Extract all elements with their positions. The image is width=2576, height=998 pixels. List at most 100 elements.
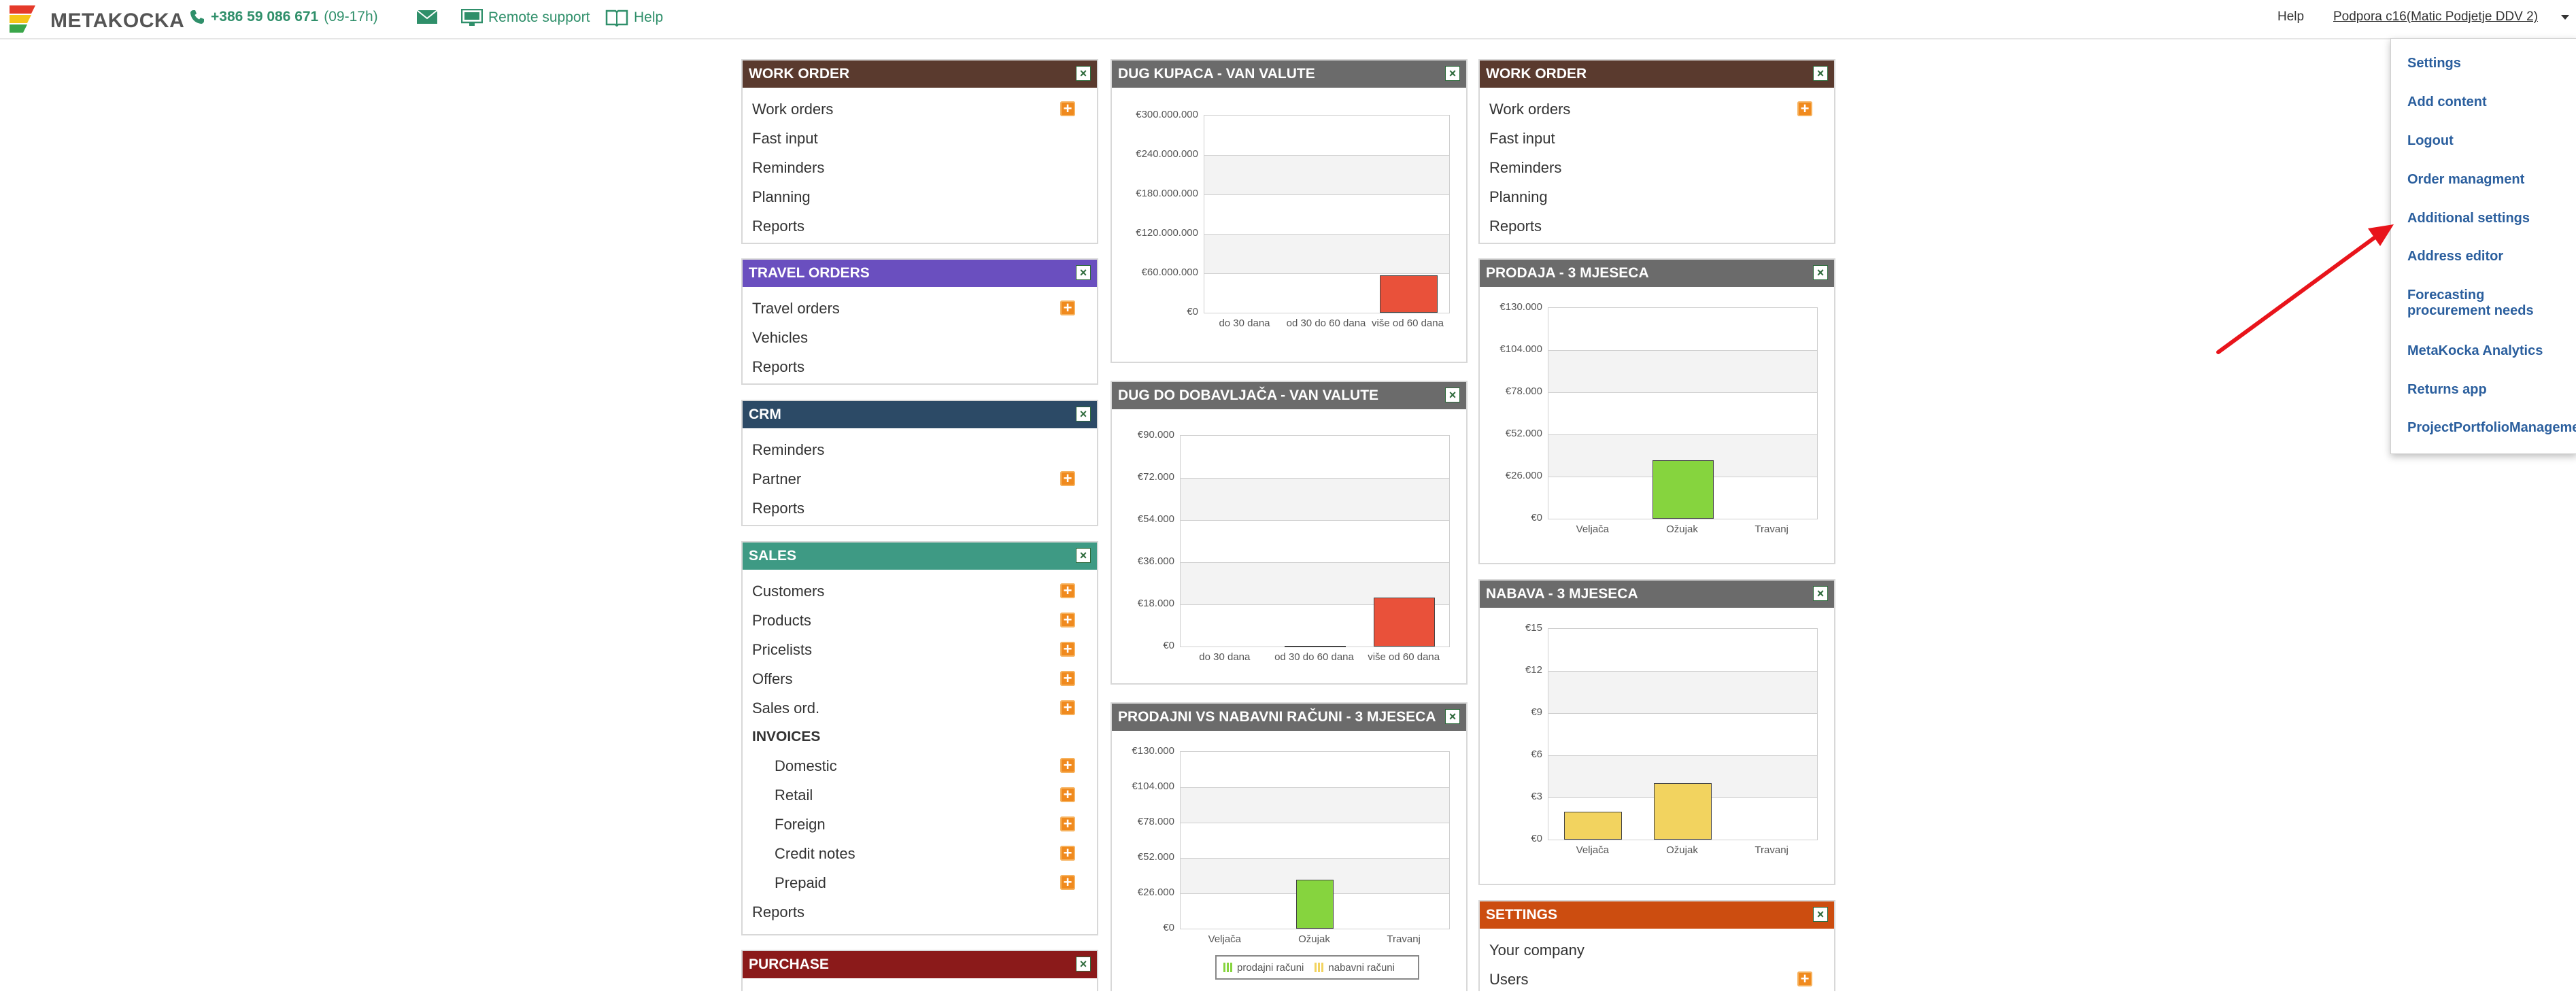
menu-item-prepaid[interactable]: Prepaid + bbox=[743, 868, 1097, 897]
menu-item-label: Planning bbox=[752, 188, 811, 205]
menu-item-fast-input[interactable]: Fast input bbox=[1480, 124, 1834, 153]
menu-item-logout[interactable]: Logout bbox=[2407, 133, 2454, 148]
red-arrow-annotation bbox=[2216, 224, 2394, 354]
x-tick-label: Veljača bbox=[1208, 933, 1242, 945]
menu-item-products[interactable]: Products + bbox=[743, 606, 1097, 635]
menu-item-vehicles[interactable]: Vehicles bbox=[743, 323, 1097, 352]
menu-item-order-managment[interactable]: Order managment bbox=[2407, 172, 2525, 187]
widget-prodajni-vs-nabavni: PRODAJNI VS NABAVNI RAČUNI - 3 MJESECA ×… bbox=[1111, 702, 1468, 991]
menu-item-travel-orders[interactable]: Travel orders + bbox=[743, 294, 1097, 323]
x-tick-label: Veljača bbox=[1576, 844, 1610, 856]
widget-title: NABAVA - 3 MJESECA bbox=[1486, 586, 1638, 602]
add-icon[interactable]: + bbox=[1060, 700, 1075, 715]
menu-item-returns-app[interactable]: Returns app bbox=[2407, 382, 2487, 397]
menu-item-label: Work orders bbox=[752, 100, 834, 118]
y-tick-label: €60.000.000 bbox=[1141, 266, 1198, 278]
menu-item-domestic[interactable]: Domestic + bbox=[743, 751, 1097, 780]
menu-item-reports[interactable]: Reports bbox=[743, 897, 1097, 927]
close-icon[interactable]: × bbox=[1445, 709, 1460, 724]
phone-hours: (09-17h) bbox=[324, 9, 378, 24]
y-tick-label: €78.000 bbox=[1137, 816, 1174, 827]
add-icon[interactable]: + bbox=[1797, 971, 1812, 986]
menu-item-reminders[interactable]: Reminders bbox=[1480, 153, 1834, 182]
user-menu[interactable]: Podpora c16(Matic Podjetje DDV 2) bbox=[2333, 10, 2538, 24]
menu-item-project-portfolio[interactable]: ProjectPortfolioManagement bbox=[2407, 420, 2576, 435]
close-icon[interactable]: × bbox=[1076, 548, 1091, 563]
close-icon[interactable]: × bbox=[1076, 407, 1091, 421]
menu-item-address-editor[interactable]: Address editor bbox=[2407, 249, 2504, 264]
email-button[interactable] bbox=[416, 9, 438, 25]
add-icon[interactable]: + bbox=[1060, 613, 1075, 627]
widget-header: NABAVA - 3 MJESECA × bbox=[1480, 581, 1834, 608]
widget-title: SALES bbox=[749, 548, 797, 564]
menu-item-reports[interactable]: Reports bbox=[743, 494, 1097, 523]
add-icon[interactable]: + bbox=[1060, 471, 1075, 486]
menu-item-fast-input[interactable]: Fast input bbox=[743, 124, 1097, 153]
menu-item-reports[interactable]: Reports bbox=[1480, 211, 1834, 241]
add-icon[interactable]: + bbox=[1060, 101, 1075, 116]
menu-item-retail[interactable]: Retail + bbox=[743, 780, 1097, 810]
widget-prodaja: PRODAJA - 3 MJESECA × €0 €26.000 €52.000 €7… bbox=[1478, 258, 1835, 564]
menu-item-your-company[interactable]: Your company bbox=[1480, 935, 1834, 965]
gridline bbox=[1204, 155, 1449, 156]
menu-item-pricelists[interactable]: Pricelists + bbox=[743, 635, 1097, 664]
close-icon[interactable]: × bbox=[1813, 586, 1828, 601]
close-icon[interactable]: × bbox=[1813, 907, 1828, 922]
add-icon[interactable]: + bbox=[1797, 101, 1812, 116]
add-icon[interactable]: + bbox=[1060, 300, 1075, 315]
add-icon[interactable]: + bbox=[1060, 583, 1075, 598]
gridline bbox=[1204, 194, 1449, 195]
y-tick-label: €26.000 bbox=[1505, 470, 1542, 481]
chart-prodaja: €0 €26.000 €52.000 €78.000 €104.000 €130.000 V… bbox=[1480, 287, 1834, 564]
y-tick-label: €18.000 bbox=[1137, 598, 1174, 609]
remote-support-link[interactable]: Remote support bbox=[461, 9, 590, 27]
user-dropdown-menu: Settings Add content Logout Order managm… bbox=[2390, 38, 2576, 454]
x-tick-label: do 30 dana bbox=[1219, 317, 1270, 329]
add-icon[interactable]: + bbox=[1060, 758, 1075, 773]
x-tick-label: od 30 do 60 dana bbox=[1274, 651, 1354, 663]
menu-item-partner[interactable]: Partner + bbox=[743, 464, 1097, 494]
menu-item-settings[interactable]: Settings bbox=[2407, 56, 2461, 71]
add-icon[interactable]: + bbox=[1060, 642, 1075, 657]
gridline bbox=[1204, 234, 1449, 235]
help-link[interactable]: Help bbox=[605, 9, 663, 27]
menu-item-work-orders[interactable]: Work orders + bbox=[743, 94, 1097, 124]
widget-title: DUG DO DOBAVLJAČA - VAN VALUTE bbox=[1118, 388, 1379, 403]
menu-item-reports[interactable]: Reports bbox=[743, 352, 1097, 381]
menu-item-users[interactable]: Users + bbox=[1480, 965, 1834, 994]
menu-item-metakocka-analytics[interactable]: MetaKocka Analytics bbox=[2407, 343, 2543, 358]
menu-item-customers[interactable]: Customers + bbox=[743, 577, 1097, 606]
menu-item-credit-notes[interactable]: Credit notes + bbox=[743, 839, 1097, 868]
menu-item-label: Reports bbox=[1489, 217, 1542, 235]
chevron-down-icon[interactable] bbox=[2561, 15, 2569, 20]
menu-item-reports[interactable]: Reports bbox=[743, 211, 1097, 241]
menu-item-forecasting[interactable]: Forecasting procurement needs bbox=[2407, 288, 2534, 318]
menu-item-planning[interactable]: Planning bbox=[1480, 182, 1834, 211]
add-icon[interactable]: + bbox=[1060, 846, 1075, 861]
menu-item-planning[interactable]: Planning bbox=[743, 182, 1097, 211]
close-icon[interactable]: × bbox=[1813, 265, 1828, 280]
metakocka-logo[interactable]: METAKOCKA bbox=[8, 4, 184, 34]
add-icon[interactable]: + bbox=[1060, 671, 1075, 686]
menu-item-work-orders[interactable]: Work orders + bbox=[1480, 94, 1834, 124]
menu-item-offers[interactable]: Offers + bbox=[743, 664, 1097, 693]
menu-item-foreign[interactable]: Foreign + bbox=[743, 810, 1097, 839]
menu-item-reminders[interactable]: Reminders bbox=[743, 153, 1097, 182]
close-icon[interactable]: × bbox=[1076, 66, 1091, 81]
help-link-right[interactable]: Help bbox=[2277, 10, 2305, 24]
add-icon[interactable]: + bbox=[1060, 787, 1075, 802]
close-icon[interactable]: × bbox=[1445, 388, 1460, 402]
menu-item-label: Reminders bbox=[752, 441, 825, 458]
close-icon[interactable]: × bbox=[1076, 265, 1091, 280]
menu-item-reminders[interactable]: Reminders bbox=[743, 435, 1097, 464]
y-tick-label: €9 bbox=[1531, 706, 1542, 718]
add-icon[interactable]: + bbox=[1060, 816, 1075, 831]
phone-contact[interactable]: +386 59 086 671 (09-17h) bbox=[189, 9, 378, 25]
close-icon[interactable]: × bbox=[1445, 66, 1460, 81]
menu-item-add-content[interactable]: Add content bbox=[2407, 94, 2487, 109]
add-icon[interactable]: + bbox=[1060, 875, 1075, 890]
close-icon[interactable]: × bbox=[1076, 957, 1091, 971]
close-icon[interactable]: × bbox=[1813, 66, 1828, 81]
menu-item-additional-settings[interactable]: Additional settings bbox=[2407, 211, 2530, 226]
menu-item-sales-orders[interactable]: Sales ord. + bbox=[743, 693, 1097, 723]
